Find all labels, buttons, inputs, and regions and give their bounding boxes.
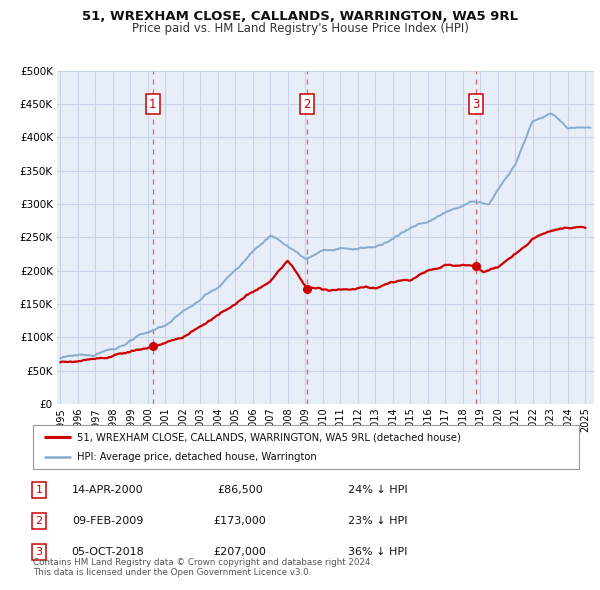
Text: 51, WREXHAM CLOSE, CALLANDS, WARRINGTON, WA5 9RL (detached house): 51, WREXHAM CLOSE, CALLANDS, WARRINGTON,… <box>77 432 461 442</box>
Text: Contains HM Land Registry data © Crown copyright and database right 2024.
This d: Contains HM Land Registry data © Crown c… <box>33 558 373 577</box>
Text: £173,000: £173,000 <box>214 516 266 526</box>
Text: 51, WREXHAM CLOSE, CALLANDS, WARRINGTON, WA5 9RL: 51, WREXHAM CLOSE, CALLANDS, WARRINGTON,… <box>82 10 518 23</box>
Text: 14-APR-2000: 14-APR-2000 <box>72 486 144 495</box>
Text: HPI: Average price, detached house, Warrington: HPI: Average price, detached house, Warr… <box>77 452 316 461</box>
Text: 36% ↓ HPI: 36% ↓ HPI <box>348 547 407 556</box>
Text: £86,500: £86,500 <box>217 486 263 495</box>
Text: 2: 2 <box>35 516 43 526</box>
Text: £207,000: £207,000 <box>214 547 266 556</box>
Text: Price paid vs. HM Land Registry's House Price Index (HPI): Price paid vs. HM Land Registry's House … <box>131 22 469 35</box>
Text: 3: 3 <box>472 97 480 111</box>
Text: 09-FEB-2009: 09-FEB-2009 <box>73 516 143 526</box>
Text: 05-OCT-2018: 05-OCT-2018 <box>71 547 145 556</box>
Text: 24% ↓ HPI: 24% ↓ HPI <box>348 486 407 495</box>
Text: 1: 1 <box>149 97 157 111</box>
Text: 23% ↓ HPI: 23% ↓ HPI <box>348 516 407 526</box>
Text: 1: 1 <box>35 486 43 495</box>
Text: 2: 2 <box>304 97 311 111</box>
Text: 3: 3 <box>35 547 43 556</box>
